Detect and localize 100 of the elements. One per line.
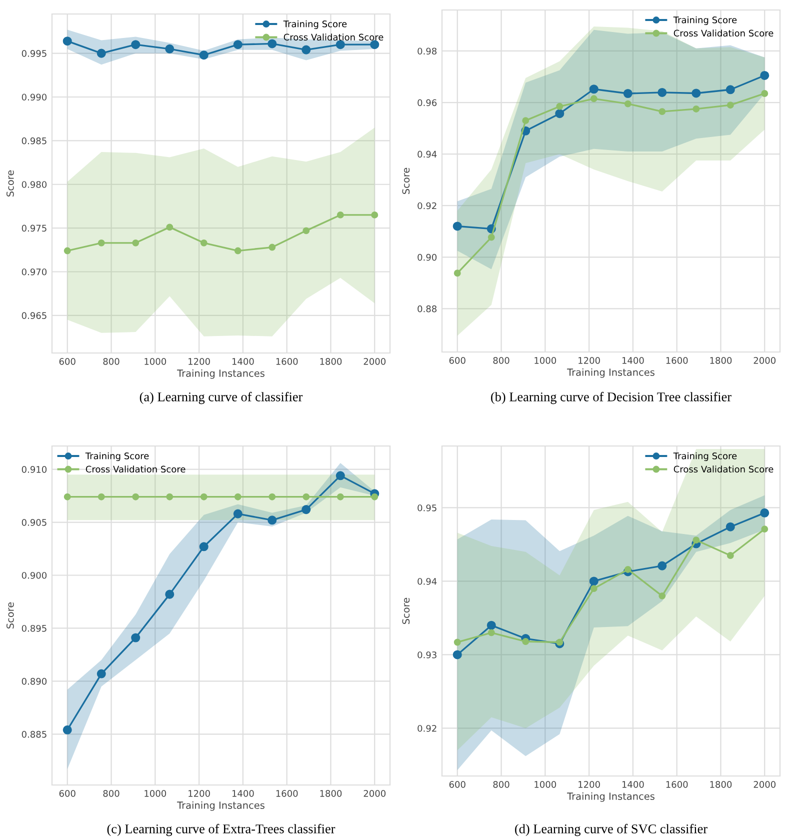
point: [199, 50, 208, 60]
point: [96, 669, 106, 678]
point: [624, 566, 632, 573]
x-tick-label: 800: [103, 790, 120, 797]
text: (d) Learning curve of SVC classifier: [515, 824, 708, 836]
x-tick-label: 1000: [534, 357, 556, 364]
point: [726, 552, 734, 559]
x-tick-label: 1000: [144, 358, 166, 365]
point: [302, 227, 310, 234]
y-tick-label: 0.975: [22, 224, 46, 232]
legend-label: Training Score: [673, 452, 737, 462]
x-axis-title: Training Instances: [567, 792, 654, 802]
point: [268, 516, 277, 525]
point: [132, 493, 140, 500]
x-tick-label: 1600: [666, 357, 688, 364]
x-axis-title: Training Instances: [567, 368, 654, 378]
point: [166, 493, 174, 500]
point: [131, 633, 140, 642]
point: [726, 102, 734, 109]
y-axis-title: Score: [402, 168, 410, 194]
point: [761, 90, 768, 97]
point: [726, 522, 735, 532]
point: [64, 493, 71, 500]
legend-label: Training Score: [673, 16, 737, 26]
point: [200, 239, 208, 246]
point: [98, 239, 105, 246]
x-tick-label: 1400: [622, 357, 644, 364]
y-axis-title: Score: [6, 602, 14, 628]
y-tick-label: 0.890: [22, 678, 47, 685]
point: [132, 239, 140, 246]
point: [165, 44, 174, 54]
point: [336, 40, 345, 50]
point: [131, 40, 140, 50]
y-tick-label: 0.995: [22, 50, 46, 57]
point: [590, 585, 598, 592]
x-tick-label: 1800: [320, 790, 342, 797]
point: [658, 561, 667, 570]
point: [336, 471, 345, 480]
point: [370, 40, 380, 50]
point: [589, 84, 598, 94]
y-tick-label: 0.90: [418, 254, 437, 261]
y-tick-label: 0.98: [418, 48, 437, 55]
x-tick-label: 1200: [578, 357, 600, 364]
x-tick-label: 2000: [754, 781, 776, 788]
text: (a) Learning curve of classifier: [140, 392, 303, 404]
x-tick-label: 2000: [754, 357, 776, 364]
point: [556, 638, 564, 646]
y-tick-label: 0.92: [418, 202, 436, 210]
x-tick-label: 1000: [534, 781, 556, 788]
y-tick-label: 0.94: [418, 578, 437, 585]
point: [62, 36, 72, 46]
point: [302, 45, 311, 54]
point: [452, 222, 462, 231]
point: [760, 508, 770, 518]
point: [200, 493, 208, 500]
y-tick-label: 0.895: [22, 624, 46, 632]
y-tick-label: 0.910: [22, 466, 47, 473]
legend-label: Training Score: [85, 452, 149, 462]
point: [658, 592, 666, 600]
point: [692, 105, 700, 112]
x-tick-label: 1200: [188, 358, 210, 365]
x-tick-label: 1400: [232, 358, 254, 365]
x-axis-title: Training Instances: [177, 801, 264, 811]
point: [336, 211, 344, 218]
y-tick-label: 0.885: [22, 730, 46, 738]
text: (c) Learning curve of Extra-Trees classifier: [107, 824, 336, 836]
y-axis-title: Score: [402, 598, 410, 624]
point: [726, 85, 735, 94]
point: [96, 48, 106, 58]
y-tick-label: 0.96: [418, 99, 437, 106]
point: [692, 88, 701, 98]
y-tick-label: 0.94: [418, 150, 437, 158]
x-tick-label: 2000: [364, 790, 386, 797]
y-tick-label: 0.905: [22, 519, 46, 526]
y-tick-label: 0.980: [22, 181, 47, 188]
x-tick-label: 1400: [622, 781, 644, 788]
x-tick-label: 600: [449, 357, 466, 364]
point: [454, 638, 461, 646]
point: [761, 526, 768, 533]
x-tick-label: 1800: [710, 357, 732, 364]
y-tick-label: 0.95: [418, 504, 436, 512]
point: [302, 493, 310, 500]
y-tick-label: 0.93: [418, 651, 436, 658]
text: (b) Learning curve of Decision Tree classifier: [491, 392, 732, 404]
point: [488, 234, 495, 241]
x-axis-title: Training Instances: [177, 369, 264, 379]
x-tick-label: 1000: [144, 790, 166, 797]
point: [234, 493, 242, 500]
x-tick-label: 1800: [710, 781, 732, 788]
point: [658, 108, 666, 116]
point: [486, 620, 496, 630]
point: [233, 40, 242, 50]
y-axis-title: Score: [6, 170, 14, 196]
point: [268, 493, 276, 500]
y-tick-label: 0.88: [418, 305, 437, 312]
point: [624, 100, 632, 108]
x-tick-label: 1600: [276, 358, 298, 365]
legend-label: Cross Validation Score: [86, 466, 186, 473]
x-tick-label: 600: [59, 358, 76, 365]
y-tick-label: 0.92: [418, 724, 436, 732]
